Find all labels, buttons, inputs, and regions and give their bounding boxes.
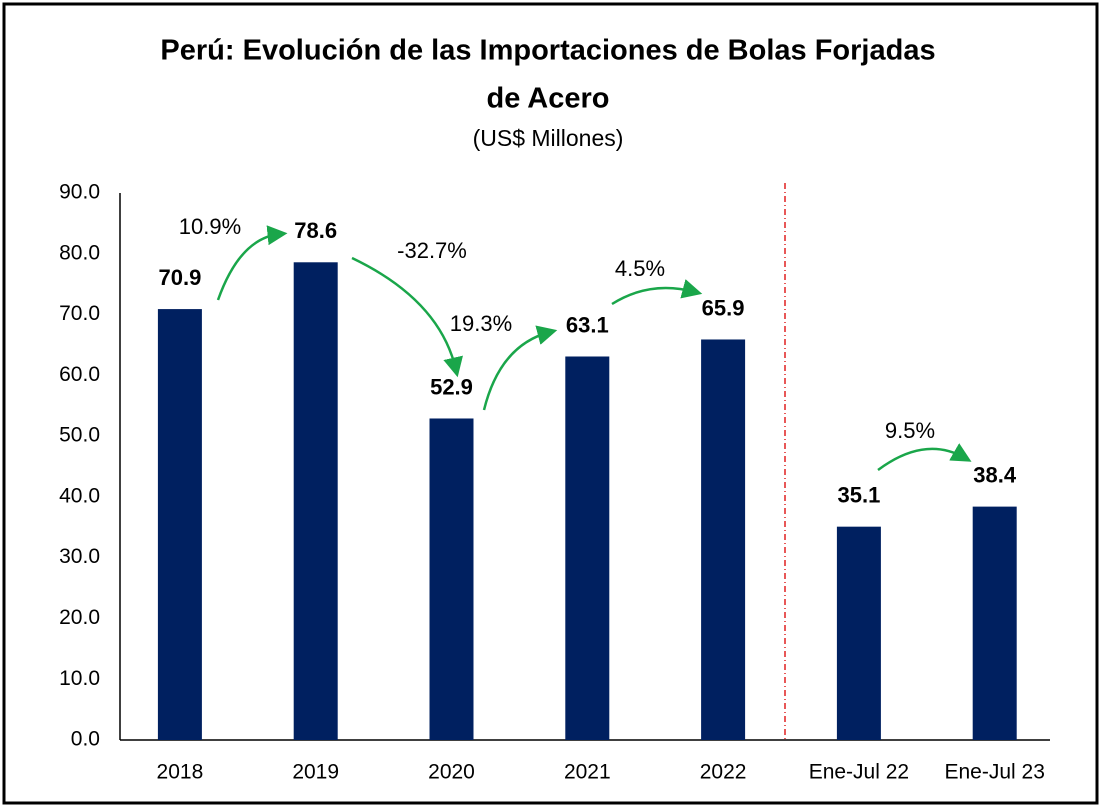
bar <box>836 526 881 740</box>
chart-subtitle: (US$ Millones) <box>473 125 624 151</box>
data-label: 35.1 <box>837 482 880 507</box>
bar <box>565 356 610 740</box>
growth-label: 9.5% <box>885 418 935 443</box>
x-tick-label: 2021 <box>564 761 611 784</box>
y-tick-label: 0.0 <box>71 728 100 751</box>
y-tick-label: 70.0 <box>59 302 100 325</box>
bar <box>157 309 202 740</box>
x-tick-label: Ene-Jul 23 <box>944 761 1044 784</box>
bar <box>429 418 474 740</box>
data-label: 70.9 <box>158 265 201 290</box>
growth-label: 10.9% <box>179 214 241 239</box>
growth-label: -32.7% <box>397 238 467 263</box>
data-label: 38.4 <box>973 462 1017 487</box>
growth-label: 4.5% <box>615 256 665 281</box>
x-tick-label: 2019 <box>292 761 339 784</box>
x-tick-label: 2022 <box>700 761 747 784</box>
y-tick-label: 50.0 <box>59 424 100 447</box>
y-tick-label: 60.0 <box>59 363 100 386</box>
chart-title: Perú: Evolución de las Importaciones de … <box>160 35 935 67</box>
bar <box>972 506 1017 740</box>
y-tick-label: 10.0 <box>59 667 100 690</box>
growth-label: 19.3% <box>450 311 512 336</box>
arrow <box>216 225 288 301</box>
data-label: 65.9 <box>702 295 745 320</box>
arrow <box>611 279 703 306</box>
bar <box>701 339 746 740</box>
y-tick-label: 20.0 <box>59 606 100 629</box>
arrow <box>877 443 972 472</box>
bar <box>293 262 338 740</box>
arrow <box>482 325 558 411</box>
y-tick-label: 90.0 <box>59 181 100 204</box>
y-tick-label: 40.0 <box>59 484 100 507</box>
x-tick-label: Ene-Jul 22 <box>809 761 909 784</box>
x-tick-label: 2018 <box>157 761 204 784</box>
y-tick-label: 30.0 <box>59 545 100 568</box>
x-tick-label: 2020 <box>428 761 475 784</box>
chart-title: de Acero <box>486 83 609 115</box>
data-label: 52.9 <box>430 374 473 399</box>
y-tick-label: 80.0 <box>59 241 100 264</box>
data-label: 78.6 <box>294 218 337 243</box>
data-label: 63.1 <box>566 312 609 337</box>
arrow <box>351 256 463 378</box>
